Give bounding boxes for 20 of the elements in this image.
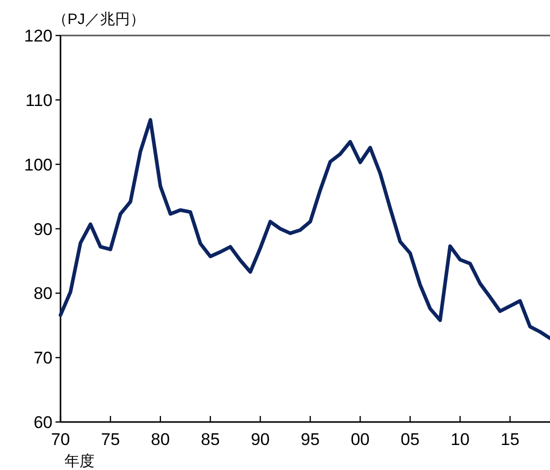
x-axis-title: 年度 <box>64 453 94 470</box>
y-tick-label: 60 <box>34 413 52 432</box>
x-tick-label: 05 <box>400 430 420 449</box>
y-tick-label: 80 <box>34 284 52 304</box>
x-tick-label: 00 <box>350 430 370 449</box>
y-tick-label: 90 <box>34 220 52 239</box>
x-tick-label: 70 <box>51 430 70 449</box>
x-tick-label: 80 <box>150 430 170 449</box>
x-tick-label: 10 <box>450 430 470 449</box>
y-tick-label: 70 <box>34 348 52 368</box>
x-tick-label: 15 <box>500 430 520 449</box>
line-series <box>58 118 550 340</box>
x-tick-label: 85 <box>200 430 220 449</box>
y-axis-title: （PJ／兆円） <box>52 11 146 28</box>
y-tick-label: 120 <box>24 26 52 46</box>
y-tick-label: 110 <box>25 90 52 110</box>
x-tick-label: 90 <box>250 430 270 449</box>
x-tick-label: 75 <box>100 430 120 449</box>
y-tick-label: 100 <box>24 155 52 174</box>
x-tick-label: 95 <box>300 430 320 449</box>
